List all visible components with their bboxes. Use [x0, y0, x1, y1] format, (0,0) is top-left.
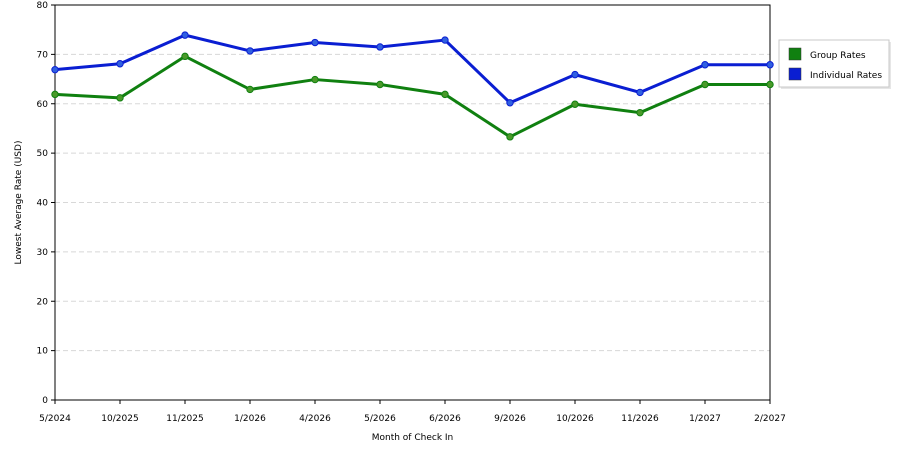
data-point	[376, 80, 384, 89]
y-tick-label: 0	[42, 396, 48, 406]
data-point	[636, 108, 644, 117]
legend-label: Individual Rates	[810, 71, 882, 81]
y-tick-label: 70	[37, 50, 49, 60]
x-tick-label: 6/2026	[429, 414, 461, 424]
x-tick-label: 5/2024	[39, 414, 71, 424]
x-tick-label: 1/2026	[234, 414, 266, 424]
data-point	[766, 61, 774, 69]
legend-swatch	[788, 67, 802, 81]
series-0	[51, 52, 774, 141]
data-point	[116, 94, 124, 102]
y-tick-label: 20	[37, 297, 49, 307]
axes: 0 10 20 30 40 50 60 70 80 5/2024 10/2025 11/2025 1/2…	[14, 1, 786, 443]
data-point	[51, 90, 59, 99]
x-tick-label: 1/2027	[689, 414, 721, 424]
x-tick-label: 11/2026	[621, 414, 659, 424]
data-point	[571, 100, 579, 108]
series-1	[51, 31, 774, 107]
data-point	[116, 60, 124, 68]
data-point	[441, 36, 449, 44]
series-lines	[51, 31, 774, 141]
x-tick-label: 11/2025	[166, 414, 203, 424]
data-point	[246, 47, 254, 55]
x-axis-title: Month of Check In	[372, 433, 454, 443]
data-point	[441, 90, 449, 99]
series-line	[53, 33, 772, 105]
data-point	[376, 43, 384, 51]
data-point	[571, 70, 579, 79]
y-tick-label: 30	[37, 248, 49, 258]
data-point	[311, 38, 319, 47]
data-point	[181, 31, 189, 39]
x-tick-label: 2/2027	[754, 414, 786, 424]
data-point	[311, 75, 319, 84]
data-point	[246, 85, 254, 94]
y-axis-title: Lowest Average Rate (USD)	[14, 141, 24, 265]
x-tick-label: 9/2026	[494, 414, 526, 424]
series-line	[53, 54, 772, 139]
y-tick-label: 50	[37, 149, 49, 159]
legend: Group Rates Individual Rates	[778, 39, 891, 89]
x-tick-label: 5/2026	[364, 414, 396, 424]
data-point	[506, 133, 514, 141]
y-tick-label: 60	[37, 100, 49, 110]
legend-swatch	[788, 47, 802, 61]
x-tick-label: 4/2026	[299, 414, 331, 424]
legend-label: Group Rates	[810, 51, 866, 61]
x-tick-label: 10/2026	[556, 414, 594, 424]
y-tick-label: 40	[37, 199, 49, 209]
data-point	[51, 65, 59, 74]
data-point	[766, 80, 774, 89]
data-point	[181, 52, 189, 61]
data-point	[636, 88, 644, 97]
grid-lines	[55, 53, 770, 352]
data-point	[701, 61, 709, 69]
data-point	[701, 80, 709, 89]
data-point	[506, 99, 514, 107]
y-tick-label: 80	[37, 1, 49, 11]
x-tick-label: 10/2025	[101, 414, 138, 424]
y-tick-label: 10	[37, 347, 49, 357]
